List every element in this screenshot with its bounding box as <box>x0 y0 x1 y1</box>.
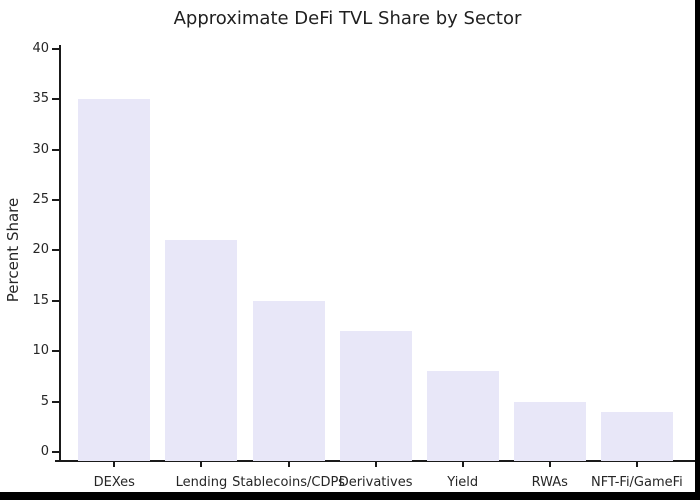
y-axis-spine <box>59 45 61 462</box>
screen-edge-right <box>695 0 700 500</box>
y-tick-mark <box>52 48 59 51</box>
x-tick-label-rwas: RWAs <box>531 475 568 490</box>
x-tick-label-lending: Lending <box>175 475 228 490</box>
x-tick-label-stablecoins-cdps: Stablecoins/CDPs <box>232 475 345 490</box>
screen-edge-bottom <box>0 492 700 500</box>
y-tick-mark <box>52 98 59 101</box>
x-tick-mark <box>287 462 290 467</box>
y-tick-label-5: 5 <box>40 393 49 409</box>
bar-yield <box>426 371 499 461</box>
chart-title: Approximate DeFi TVL Share by Sector <box>173 8 522 29</box>
y-tick-mark <box>52 148 59 151</box>
x-tick-label-dexes: DEXes <box>93 475 135 490</box>
y-tick-mark <box>52 400 59 403</box>
x-tick-label-derivatives: Derivatives <box>338 475 413 490</box>
x-tick-mark <box>461 462 464 467</box>
y-tick-label-35: 35 <box>32 91 49 107</box>
bar-stablecoins-cdps <box>252 300 325 461</box>
bar-dexes <box>78 99 151 461</box>
x-tick-label-yield: Yield <box>447 475 479 490</box>
x-tick-mark <box>113 462 116 467</box>
x-tick-mark <box>548 462 551 467</box>
bar-lending <box>165 240 238 461</box>
y-tick-label-20: 20 <box>32 242 49 258</box>
y-tick-mark <box>52 249 59 252</box>
y-tick-label-10: 10 <box>32 343 49 359</box>
y-tick-mark <box>52 450 59 453</box>
x-tick-label-nft-fi-gamefi: NFT-Fi/GameFi <box>591 475 683 490</box>
x-tick-mark <box>635 462 638 467</box>
y-tick-label-25: 25 <box>32 192 49 208</box>
y-tick-label-15: 15 <box>32 292 49 308</box>
y-tick-label-30: 30 <box>32 141 49 157</box>
bar-nft-fi-gamefi <box>600 411 673 461</box>
plot-area <box>60 45 697 461</box>
y-tick-mark <box>52 199 59 202</box>
y-tick-label-40: 40 <box>32 41 49 57</box>
y-tick-label-0: 0 <box>40 443 49 459</box>
y-tick-mark <box>52 350 59 353</box>
x-tick-mark <box>374 462 377 467</box>
y-tick-mark <box>52 299 59 302</box>
bar-derivatives <box>339 331 412 461</box>
x-axis-spine <box>55 460 697 462</box>
x-tick-mark <box>200 462 203 467</box>
bar-rwas <box>513 401 586 461</box>
